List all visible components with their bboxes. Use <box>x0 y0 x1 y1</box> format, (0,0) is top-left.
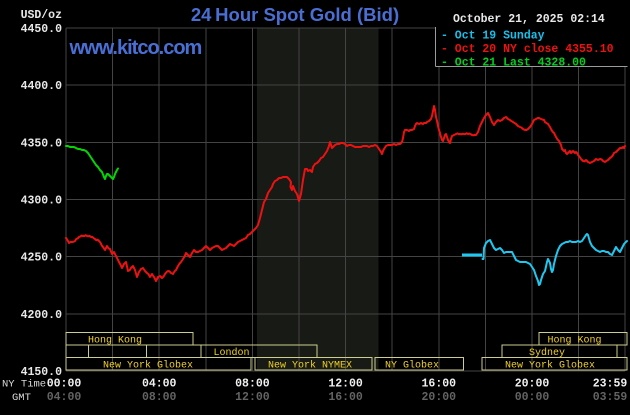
svg-text:GMT: GMT <box>12 392 31 404</box>
svg-text:London: London <box>214 347 250 359</box>
svg-text:New York NYMEX: New York NYMEX <box>268 360 352 372</box>
svg-text:16:00: 16:00 <box>422 378 457 391</box>
svg-text:00:00: 00:00 <box>515 391 550 404</box>
svg-text:24 Hour Spot Gold (Bid): 24 Hour Spot Gold (Bid) <box>191 4 399 25</box>
svg-text:08:00: 08:00 <box>142 391 177 404</box>
svg-text:12:00: 12:00 <box>235 391 270 404</box>
svg-text:Sydney: Sydney <box>529 347 565 359</box>
svg-text:20:00: 20:00 <box>515 378 550 391</box>
svg-text:16:00: 16:00 <box>328 391 363 404</box>
svg-text:New York Globex: New York Globex <box>505 360 595 372</box>
svg-text:NY Time: NY Time <box>2 379 46 391</box>
svg-text:04:00: 04:00 <box>47 391 82 404</box>
svg-text:03:59: 03:59 <box>593 391 628 404</box>
svg-text:20:00: 20:00 <box>422 391 457 404</box>
svg-text:October 21, 2025 02:14: October 21, 2025 02:14 <box>453 13 605 26</box>
svg-text:USD/oz: USD/oz <box>21 9 63 22</box>
svg-text:- Oct 21 Last 4328.00: - Oct 21 Last 4328.00 <box>441 57 586 70</box>
svg-text:4350.0: 4350.0 <box>21 137 63 150</box>
svg-text:- Oct 19 Sunday: - Oct 19 Sunday <box>441 30 545 43</box>
svg-text:08:00: 08:00 <box>235 378 270 391</box>
svg-text:New York Globex: New York Globex <box>103 360 193 372</box>
svg-text:Hong Kong: Hong Kong <box>88 336 142 347</box>
svg-text:12:00: 12:00 <box>328 378 363 391</box>
svg-text:- Oct 20 NY close 4355.10: - Oct 20 NY close 4355.10 <box>441 43 614 56</box>
svg-text:04:00: 04:00 <box>142 378 177 391</box>
svg-text:www.kitco.com: www.kitco.com <box>69 37 202 59</box>
svg-text:4400.0: 4400.0 <box>21 80 63 93</box>
svg-text:4300.0: 4300.0 <box>21 195 63 208</box>
svg-text:4200.0: 4200.0 <box>21 309 63 322</box>
svg-text:4250.0: 4250.0 <box>21 252 63 265</box>
svg-text:Hong Kong: Hong Kong <box>548 336 602 347</box>
svg-text:4150.0: 4150.0 <box>21 366 63 379</box>
svg-text:00:00: 00:00 <box>47 378 82 391</box>
svg-text:NY Globex: NY Globex <box>385 360 439 372</box>
svg-text:23:59: 23:59 <box>593 378 628 391</box>
svg-text:4450.0: 4450.0 <box>21 23 63 36</box>
